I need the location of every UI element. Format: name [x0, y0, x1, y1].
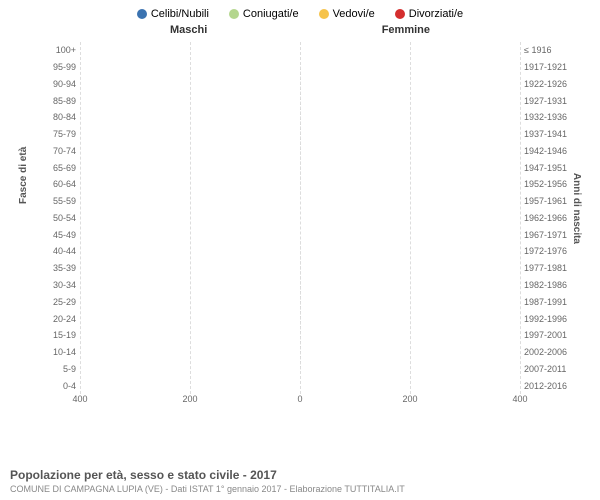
- year-label: 1917-1921: [520, 62, 576, 72]
- year-label: 1972-1976: [520, 246, 576, 256]
- year-label: ≤ 1916: [520, 45, 576, 55]
- year-label: 1947-1951: [520, 163, 576, 173]
- year-label: 1927-1931: [520, 96, 576, 106]
- grid-line: [80, 42, 81, 394]
- age-label: 15-19: [24, 330, 80, 340]
- legend-item: Vedovi/e: [319, 8, 375, 20]
- year-label: 1952-1956: [520, 179, 576, 189]
- age-label: 55-59: [24, 196, 80, 206]
- year-label: 1987-1991: [520, 297, 576, 307]
- x-tick-label: 400: [512, 394, 527, 404]
- age-label: 5-9: [24, 364, 80, 374]
- legend-item: Celibi/Nubili: [137, 8, 209, 20]
- year-label: 1957-1961: [520, 196, 576, 206]
- year-label: 1992-1996: [520, 314, 576, 324]
- year-label: 1942-1946: [520, 146, 576, 156]
- age-label: 40-44: [24, 246, 80, 256]
- x-axis: 4002000200400: [80, 394, 520, 412]
- chart-footer: Popolazione per età, sesso e stato civil…: [10, 468, 590, 494]
- legend-item: Coniugati/e: [229, 8, 299, 20]
- year-label: 2012-2016: [520, 381, 576, 391]
- year-label: 1937-1941: [520, 129, 576, 139]
- age-label: 60-64: [24, 179, 80, 189]
- age-label: 35-39: [24, 263, 80, 273]
- grid-line: [300, 42, 301, 394]
- legend-swatch: [229, 9, 239, 19]
- legend-label: Divorziati/e: [409, 8, 463, 20]
- legend-swatch: [319, 9, 329, 19]
- age-label: 90-94: [24, 79, 80, 89]
- age-label: 100+: [24, 45, 80, 55]
- grid-line: [520, 42, 521, 394]
- legend: Celibi/Nubili Coniugati/e Vedovi/e Divorzia…: [0, 0, 600, 24]
- chart-title: Popolazione per età, sesso e stato civil…: [10, 468, 590, 482]
- year-label: 2002-2006: [520, 347, 576, 357]
- chart-subtitle: COMUNE DI CAMPAGNA LUPIA (VE) - Dati IST…: [10, 484, 590, 494]
- grid-line: [190, 42, 191, 394]
- legend-swatch: [137, 9, 147, 19]
- age-label: 30-34: [24, 280, 80, 290]
- age-label: 50-54: [24, 213, 80, 223]
- legend-item: Divorziati/e: [395, 8, 463, 20]
- heading-males: Maschi: [170, 24, 207, 36]
- age-label: 65-69: [24, 163, 80, 173]
- year-label: 1977-1981: [520, 263, 576, 273]
- x-tick-label: 400: [72, 394, 87, 404]
- x-tick-label: 0: [297, 394, 302, 404]
- age-label: 45-49: [24, 230, 80, 240]
- plot: 0-42012-20165-92007-201110-142002-200615…: [80, 42, 520, 394]
- legend-swatch: [395, 9, 405, 19]
- age-label: 25-29: [24, 297, 80, 307]
- age-label: 75-79: [24, 129, 80, 139]
- age-label: 20-24: [24, 314, 80, 324]
- heading-females: Femmine: [382, 24, 430, 36]
- year-label: 1922-1926: [520, 79, 576, 89]
- x-tick-label: 200: [402, 394, 417, 404]
- legend-label: Celibi/Nubili: [151, 8, 209, 20]
- grid-line: [410, 42, 411, 394]
- year-label: 1962-1966: [520, 213, 576, 223]
- x-tick-label: 200: [182, 394, 197, 404]
- age-label: 0-4: [24, 381, 80, 391]
- age-label: 85-89: [24, 96, 80, 106]
- age-label: 80-84: [24, 112, 80, 122]
- year-label: 2007-2011: [520, 364, 576, 374]
- year-label: 1932-1936: [520, 112, 576, 122]
- year-label: 1982-1986: [520, 280, 576, 290]
- age-label: 95-99: [24, 62, 80, 72]
- legend-label: Coniugati/e: [243, 8, 299, 20]
- legend-label: Vedovi/e: [333, 8, 375, 20]
- year-label: 1997-2001: [520, 330, 576, 340]
- chart-area: Maschi Femmine Fasce di età Anni di nasc…: [20, 24, 580, 424]
- age-label: 10-14: [24, 347, 80, 357]
- age-label: 70-74: [24, 146, 80, 156]
- year-label: 1967-1971: [520, 230, 576, 240]
